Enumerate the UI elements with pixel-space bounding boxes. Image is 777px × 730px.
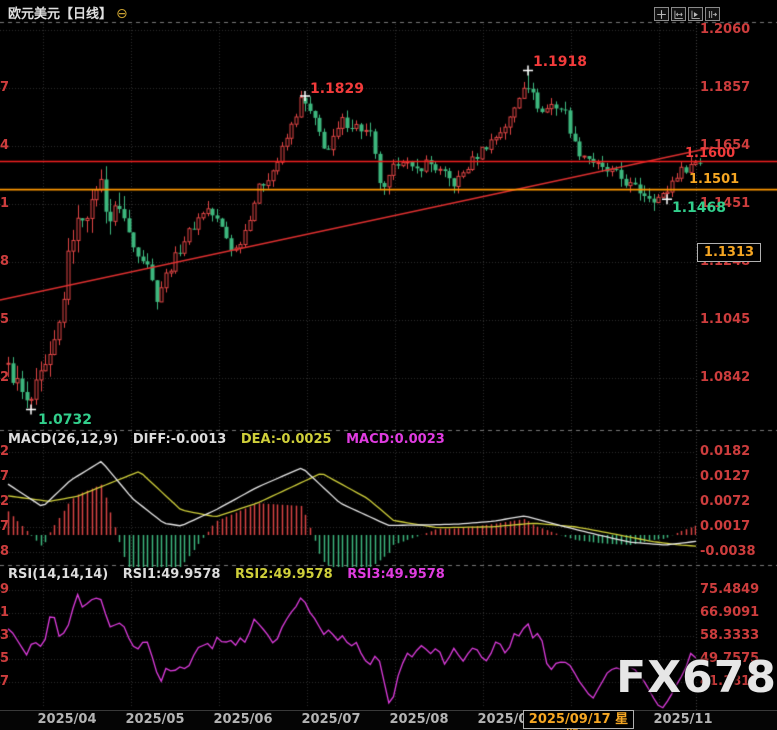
time-axis-label: 2025/04 xyxy=(37,712,97,727)
symbol-period-title: 欧元美元【日线】 xyxy=(8,7,113,22)
price-axis-left-clipped-tick: 4 xyxy=(0,138,10,153)
time-axis-label: 2025/06 xyxy=(213,712,273,727)
rsi-axis-left-clipped-tick: 5 xyxy=(0,651,10,666)
macd-axis-left-clipped-tick: 2 xyxy=(0,494,10,510)
swing-low-label-1: 1.0732 xyxy=(38,412,93,428)
macd-axis-left-clipped-tick: 2 xyxy=(0,444,10,460)
macd-axis-left-clipped-tick: 7 xyxy=(0,469,10,485)
time-axis-label: 2025/11 xyxy=(653,712,713,727)
rsi-axis-left-clipped-tick: 7 xyxy=(0,674,10,689)
x-axis-scale-icon[interactable] xyxy=(671,7,686,21)
rsi-axis-left-clipped-tick: 9 xyxy=(0,582,10,597)
price-axis-left-clipped-tick: 1 xyxy=(0,196,10,211)
rsi-axis-tick: 58.3333 xyxy=(700,628,760,643)
price-axis-left-clipped-tick: 5 xyxy=(0,312,10,327)
macd-axis-tick: 0.0127 xyxy=(700,469,751,485)
chart-toolbar xyxy=(654,7,720,21)
rsi-axis-tick: 41.1817 xyxy=(700,674,760,689)
y-axis-scale-icon[interactable] xyxy=(688,7,703,21)
price-axis-left-clipped-tick: 2 xyxy=(0,370,10,385)
price-axis-tick: 1.1654 xyxy=(700,138,751,153)
rsi-axis-left-clipped-tick: 3 xyxy=(0,628,10,643)
macd-axis-tick: 0.0182 xyxy=(700,444,751,460)
price-axis-tick: 1.1857 xyxy=(700,80,751,95)
swing-high-label-2: 1.1918 xyxy=(533,54,588,70)
rsi-axis-tick: 75.4849 xyxy=(700,582,760,597)
price-axis-left-clipped-tick: 7 xyxy=(0,80,10,95)
price-axis-tick: 1.1045 xyxy=(700,312,751,327)
macd-axis-tick: 0.0017 xyxy=(700,519,751,535)
rsi2-value: RSI2:49.9578 xyxy=(234,567,333,582)
rsi-header: RSI(14,14,14) RSI1:49.9578 RSI2:49.9578 … xyxy=(8,567,455,582)
rsi-params-label: RSI(14,14,14) xyxy=(8,567,109,582)
swing-high-label-1: 1.1829 xyxy=(310,81,365,97)
crosshair-date-box: 2025/09/17 星期三 xyxy=(523,710,634,730)
crosshair-price-box: 1.1313 xyxy=(697,243,761,262)
macd-axis-tick: 0.0072 xyxy=(700,494,751,510)
price-axis-tick: 1.1451 xyxy=(700,196,751,211)
support-level-label: 1.1501 xyxy=(689,172,740,187)
macd-params-label: MACD(26,12,9) xyxy=(8,432,119,447)
rsi3-value: RSI3:49.9578 xyxy=(347,567,445,582)
swing-low-label-2: 1.1468 xyxy=(672,200,727,216)
fx678-watermark: FX678 xyxy=(616,652,777,703)
macd-dea-value: DEA:-0.0025 xyxy=(240,432,332,447)
price-axis-tick: 1.0842 xyxy=(700,370,751,385)
macd-axis-left-clipped-tick: 8 xyxy=(0,544,10,560)
macd-header: MACD(26,12,9) DIFF:-0.0013 DEA:-0.0025 M… xyxy=(8,432,455,447)
rsi-axis-left-clipped-tick: 1 xyxy=(0,605,10,620)
price-axis-tick: 1.2060 xyxy=(700,22,751,37)
time-axis-label: 2025/08 xyxy=(389,712,449,727)
time-axis-label: 2025/07 xyxy=(301,712,361,727)
macd-macd-value: MACD:0.0023 xyxy=(346,432,445,447)
macd-axis-left-clipped-tick: 7 xyxy=(0,519,10,535)
resistance-level-label: 1.1600 xyxy=(685,146,736,161)
rsi-axis-tick: 49.7575 xyxy=(700,651,760,666)
crosshair-move-icon[interactable] xyxy=(654,7,669,21)
pan-right-icon[interactable] xyxy=(705,7,720,21)
macd-diff-value: DIFF:-0.0013 xyxy=(132,432,227,447)
collapse-circle-icon[interactable]: ⊖ xyxy=(116,6,128,22)
rsi-axis-tick: 66.9091 xyxy=(700,605,760,620)
rsi1-value: RSI1:49.9578 xyxy=(122,567,221,582)
price-axis-left-clipped-tick: 8 xyxy=(0,254,10,269)
macd-axis-tick: -0.0038 xyxy=(700,544,756,560)
chart-title: 欧元美元【日线】 ⊖ xyxy=(8,3,128,22)
time-axis-label: 2025/05 xyxy=(125,712,185,727)
time-axis-label: 2025/09 xyxy=(477,712,537,727)
